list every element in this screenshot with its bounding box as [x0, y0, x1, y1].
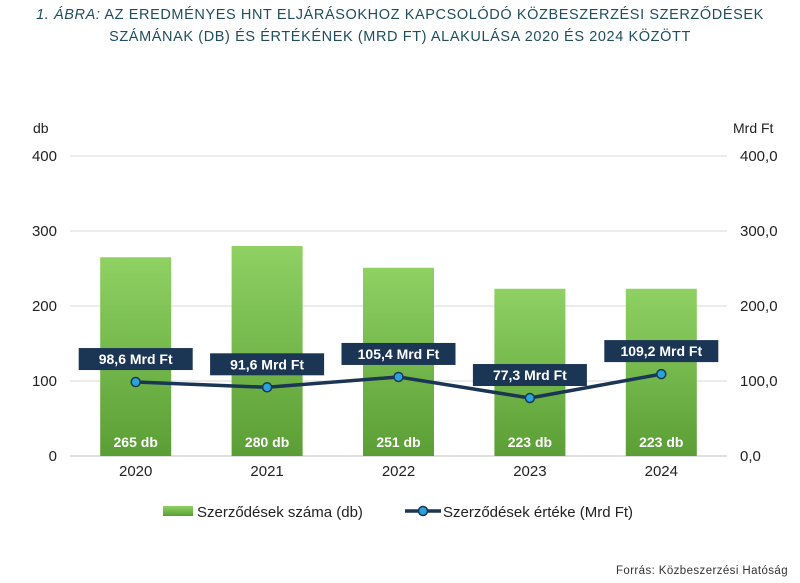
chart-title: 1. ÁBRA: AZ EREDMÉNYES HNT ELJÁRÁSOKHOZ …	[0, 4, 800, 48]
line-point	[130, 376, 141, 388]
point-data-label: 77,3 Mrd Ft	[493, 367, 567, 383]
line-point	[524, 392, 536, 404]
legend: Szerződések száma (db) Szerződések értéke…	[163, 504, 633, 521]
legend-line-label: Szerződések értéke (Mrd Ft)	[443, 504, 633, 521]
y-left-tick-label: 300	[32, 223, 57, 240]
legend-bar-swatch	[163, 506, 193, 516]
point-label-box	[604, 340, 719, 363]
x-tick-label: 2024	[645, 463, 678, 480]
y-right-tick-label: 400,0	[740, 148, 778, 165]
y-right-tick-label: 300,0	[740, 223, 778, 240]
y-left-axis-title: db	[33, 120, 49, 136]
point-label-box	[210, 353, 325, 376]
y-right-tick-label: 100,0	[740, 373, 778, 390]
figure-title-text: AZ EREDMÉNYES HNT ELJÁRÁSOKHOZ KAPCSOLÓD…	[104, 7, 764, 45]
y-left-tick-label: 400	[32, 148, 57, 165]
legend-line-marker	[417, 505, 429, 517]
legend-bar-label: Szerződések száma (db)	[197, 504, 363, 521]
x-tick-label: 2023	[513, 463, 546, 480]
point-label-box	[341, 342, 456, 365]
bar	[231, 246, 303, 456]
y-right-axis-title: Mrd Ft	[733, 120, 774, 136]
bar-data-label: 251 db	[376, 434, 420, 450]
bar-data-label: 223 db	[508, 434, 552, 450]
x-tick-label: 2020	[119, 463, 152, 480]
x-tick-label: 2022	[382, 463, 415, 480]
y-right-tick-label: 0,0	[740, 448, 761, 465]
y-left-tick-label: 100	[32, 373, 57, 390]
point-data-label: 91,6 Mrd Ft	[230, 356, 304, 372]
line-point	[261, 382, 273, 393]
figure-label: 1. ÁBRA:	[36, 7, 101, 23]
point-data-label: 105,4 Mrd Ft	[358, 346, 440, 362]
bar-data-label: 280 db	[245, 434, 289, 450]
y-left-tick-label: 200	[32, 298, 57, 315]
bar-data-label: 265 db	[114, 434, 158, 450]
line-series	[130, 368, 667, 404]
point-label-box	[78, 348, 193, 371]
y-right-tick-label: 200,0	[740, 298, 778, 315]
axes: 0 100 200 300 400 0,0 100,0 200,0 300,0 400,0 db Mr…	[32, 120, 778, 480]
line-point	[656, 368, 667, 380]
y-left-tick-label: 0	[49, 448, 57, 465]
bar-data-label: 223 db	[639, 434, 683, 450]
data-labels: 265 db 280 db 251 db 223 db 223 db 98,6 Mrd F…	[78, 340, 719, 450]
line-point	[393, 371, 404, 383]
point-data-label: 109,2 Mrd Ft	[620, 343, 702, 359]
x-tick-label: 2021	[250, 463, 283, 480]
point-data-label: 98,6 Mrd Ft	[99, 351, 173, 367]
source-note: Forrás: Közbeszerzési Hatóság	[615, 565, 788, 577]
point-label-box	[472, 364, 587, 387]
